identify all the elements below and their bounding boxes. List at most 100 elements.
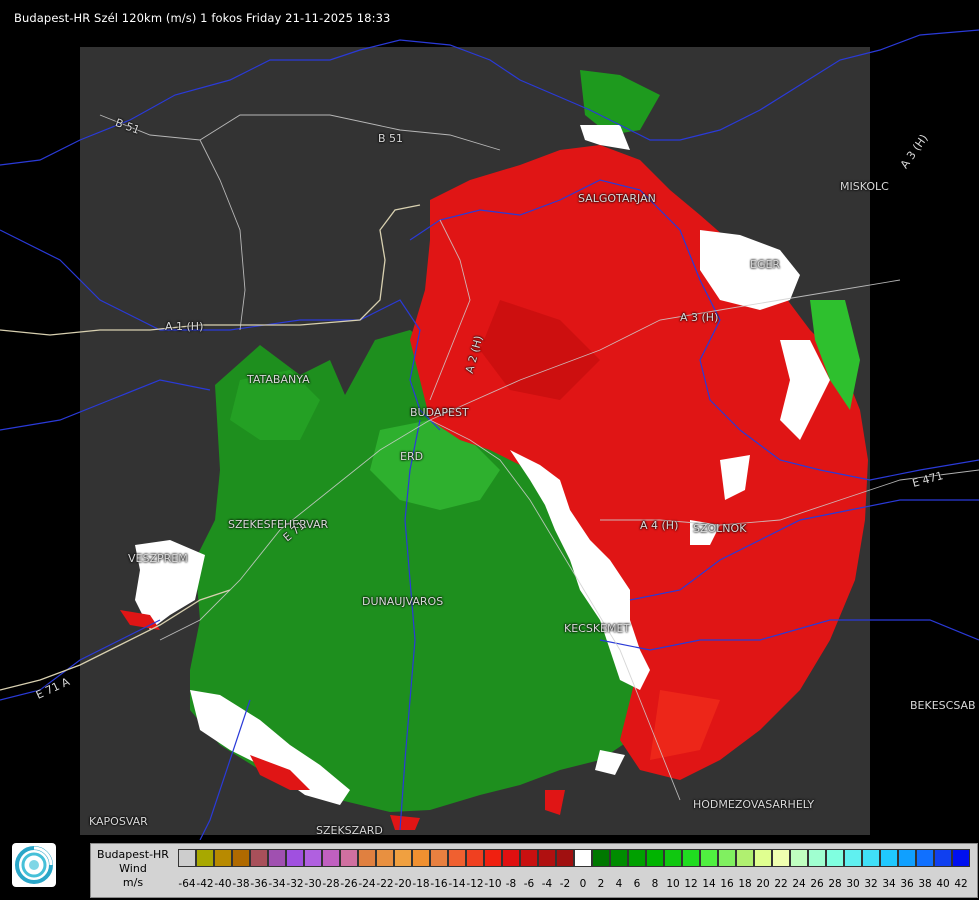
city-label-szekszard: SZEKSZARD <box>316 824 383 837</box>
legend-value-label: -6 <box>523 878 535 890</box>
legend-value-label: -34 <box>268 878 286 890</box>
legend-value-label: -24 <box>358 878 376 890</box>
legend-swatch <box>358 849 376 867</box>
legend-swatch <box>952 849 970 867</box>
legend-value-label: 6 <box>633 878 641 890</box>
radar-map: SALGOTARJAN MISKOLC EGER TATABANYA BUDAP… <box>0 29 979 840</box>
city-label-eger: EGER <box>750 258 781 271</box>
legend-value-label: 34 <box>882 878 896 890</box>
service-logo <box>12 843 56 887</box>
legend-value-label: -16 <box>430 878 448 890</box>
legend-value-label: 28 <box>828 878 842 890</box>
wind-legend: Budapest-HR Wind m/s -64 -42 -40 -38 -36 -34-… <box>90 843 978 898</box>
city-label-szolnok: SZOLNOK <box>693 522 747 535</box>
legend-swatch <box>592 849 610 867</box>
legend-title-source: Budapest-HR <box>97 848 169 861</box>
city-label-erd: ERD <box>400 450 424 463</box>
legend-swatch <box>502 849 520 867</box>
legend-swatch <box>880 849 898 867</box>
legend-swatch <box>556 849 574 867</box>
legend-value-label: 30 <box>846 878 860 890</box>
city-label-kecskemet: KECSKEMET <box>564 622 631 635</box>
legend-value-label: 10 <box>666 878 680 890</box>
legend-value-label: 26 <box>810 878 824 890</box>
legend-value-label: 2 <box>597 878 605 890</box>
legend-swatch <box>646 849 664 867</box>
legend-value-label: 12 <box>684 878 698 890</box>
admin-borders <box>0 29 979 840</box>
legend-value-label: 14 <box>702 878 716 890</box>
legend-value-label: -32 <box>286 878 304 890</box>
legend-value-label: -2 <box>559 878 571 890</box>
legend-swatch <box>448 849 466 867</box>
road-label-a3: A 3 (H) <box>680 311 719 324</box>
legend-swatch <box>232 849 250 867</box>
roads <box>99 114 979 801</box>
noise-patches <box>135 125 830 805</box>
legend-swatch <box>196 849 214 867</box>
approaching-east-patch <box>810 300 860 410</box>
legend-swatch <box>898 849 916 867</box>
legend-color-scale <box>178 849 970 869</box>
legend-swatch <box>826 849 844 867</box>
legend-swatch <box>484 849 502 867</box>
legend-swatch <box>790 849 808 867</box>
legend-value-label: 0 <box>579 878 587 890</box>
city-label-tatabanya: TATABANYA <box>247 373 310 386</box>
legend-swatch <box>916 849 934 867</box>
legend-value-label: -4 <box>541 878 553 890</box>
legend-swatch <box>466 849 484 867</box>
legend-swatch <box>394 849 412 867</box>
legend-title-unit: m/s <box>122 876 144 889</box>
rivers-highways <box>0 204 421 691</box>
swirl-logo-icon <box>15 846 53 884</box>
legend-swatch <box>808 849 826 867</box>
legend-title: Budapest-HR Wind m/s <box>91 848 175 890</box>
radar-svg <box>0 29 979 840</box>
approaching-wind-region <box>190 330 640 812</box>
legend-value-label: -20 <box>394 878 412 890</box>
legend-title-quantity: Wind <box>119 862 147 875</box>
city-label-bekescsaba: BEKESCSAB <box>910 699 976 712</box>
legend-value-label: -14 <box>448 878 466 890</box>
approaching-top-patch <box>580 70 660 135</box>
radar-product-title: Budapest-HR Szél 120km (m/s) 1 fokos Fri… <box>14 11 391 25</box>
legend-swatch <box>214 849 232 867</box>
legend-value-label: -38 <box>232 878 250 890</box>
legend-value-label: -18 <box>412 878 430 890</box>
road-label-a4: A 4 (H) <box>640 519 679 532</box>
road-label-b51: B 51 <box>378 132 404 145</box>
legend-swatch <box>610 849 628 867</box>
legend-swatch <box>682 849 700 867</box>
legend-value-label: -64 <box>178 878 196 890</box>
legend-swatch <box>412 849 430 867</box>
legend-value-label: 36 <box>900 878 914 890</box>
legend-swatch <box>376 849 394 867</box>
legend-value-label: -8 <box>505 878 517 890</box>
legend-swatch <box>664 849 682 867</box>
legend-value-label: -12 <box>466 878 484 890</box>
legend-value-label: -10 <box>484 878 502 890</box>
legend-swatch <box>862 849 880 867</box>
city-label-hodmezovasarhely: HODMEZOVASARHELY <box>693 798 815 811</box>
legend-value-label: -26 <box>340 878 358 890</box>
legend-swatch <box>268 849 286 867</box>
legend-value-label: 24 <box>792 878 806 890</box>
legend-swatch <box>178 849 196 867</box>
legend-swatch <box>772 849 790 867</box>
legend-swatch <box>538 849 556 867</box>
legend-value-label: -40 <box>214 878 232 890</box>
legend-swatch <box>250 849 268 867</box>
city-label-miskolc: MISKOLC <box>840 180 889 193</box>
legend-value-label: 8 <box>651 878 659 890</box>
city-label-dunaujvaros: DUNAUJVAROS <box>362 595 444 608</box>
road-label-a1: A 1 (H) <box>165 320 204 333</box>
legend-swatch <box>430 849 448 867</box>
legend-value-label: -30 <box>304 878 322 890</box>
legend-value-label: 22 <box>774 878 788 890</box>
city-label-salgotarjan: SALGOTARJAN <box>578 192 656 205</box>
legend-swatch <box>736 849 754 867</box>
legend-swatch <box>574 849 592 867</box>
legend-value-label: -42 <box>196 878 214 890</box>
city-label-szekesfehervar: SZEKESFEHERVAR <box>228 518 329 531</box>
